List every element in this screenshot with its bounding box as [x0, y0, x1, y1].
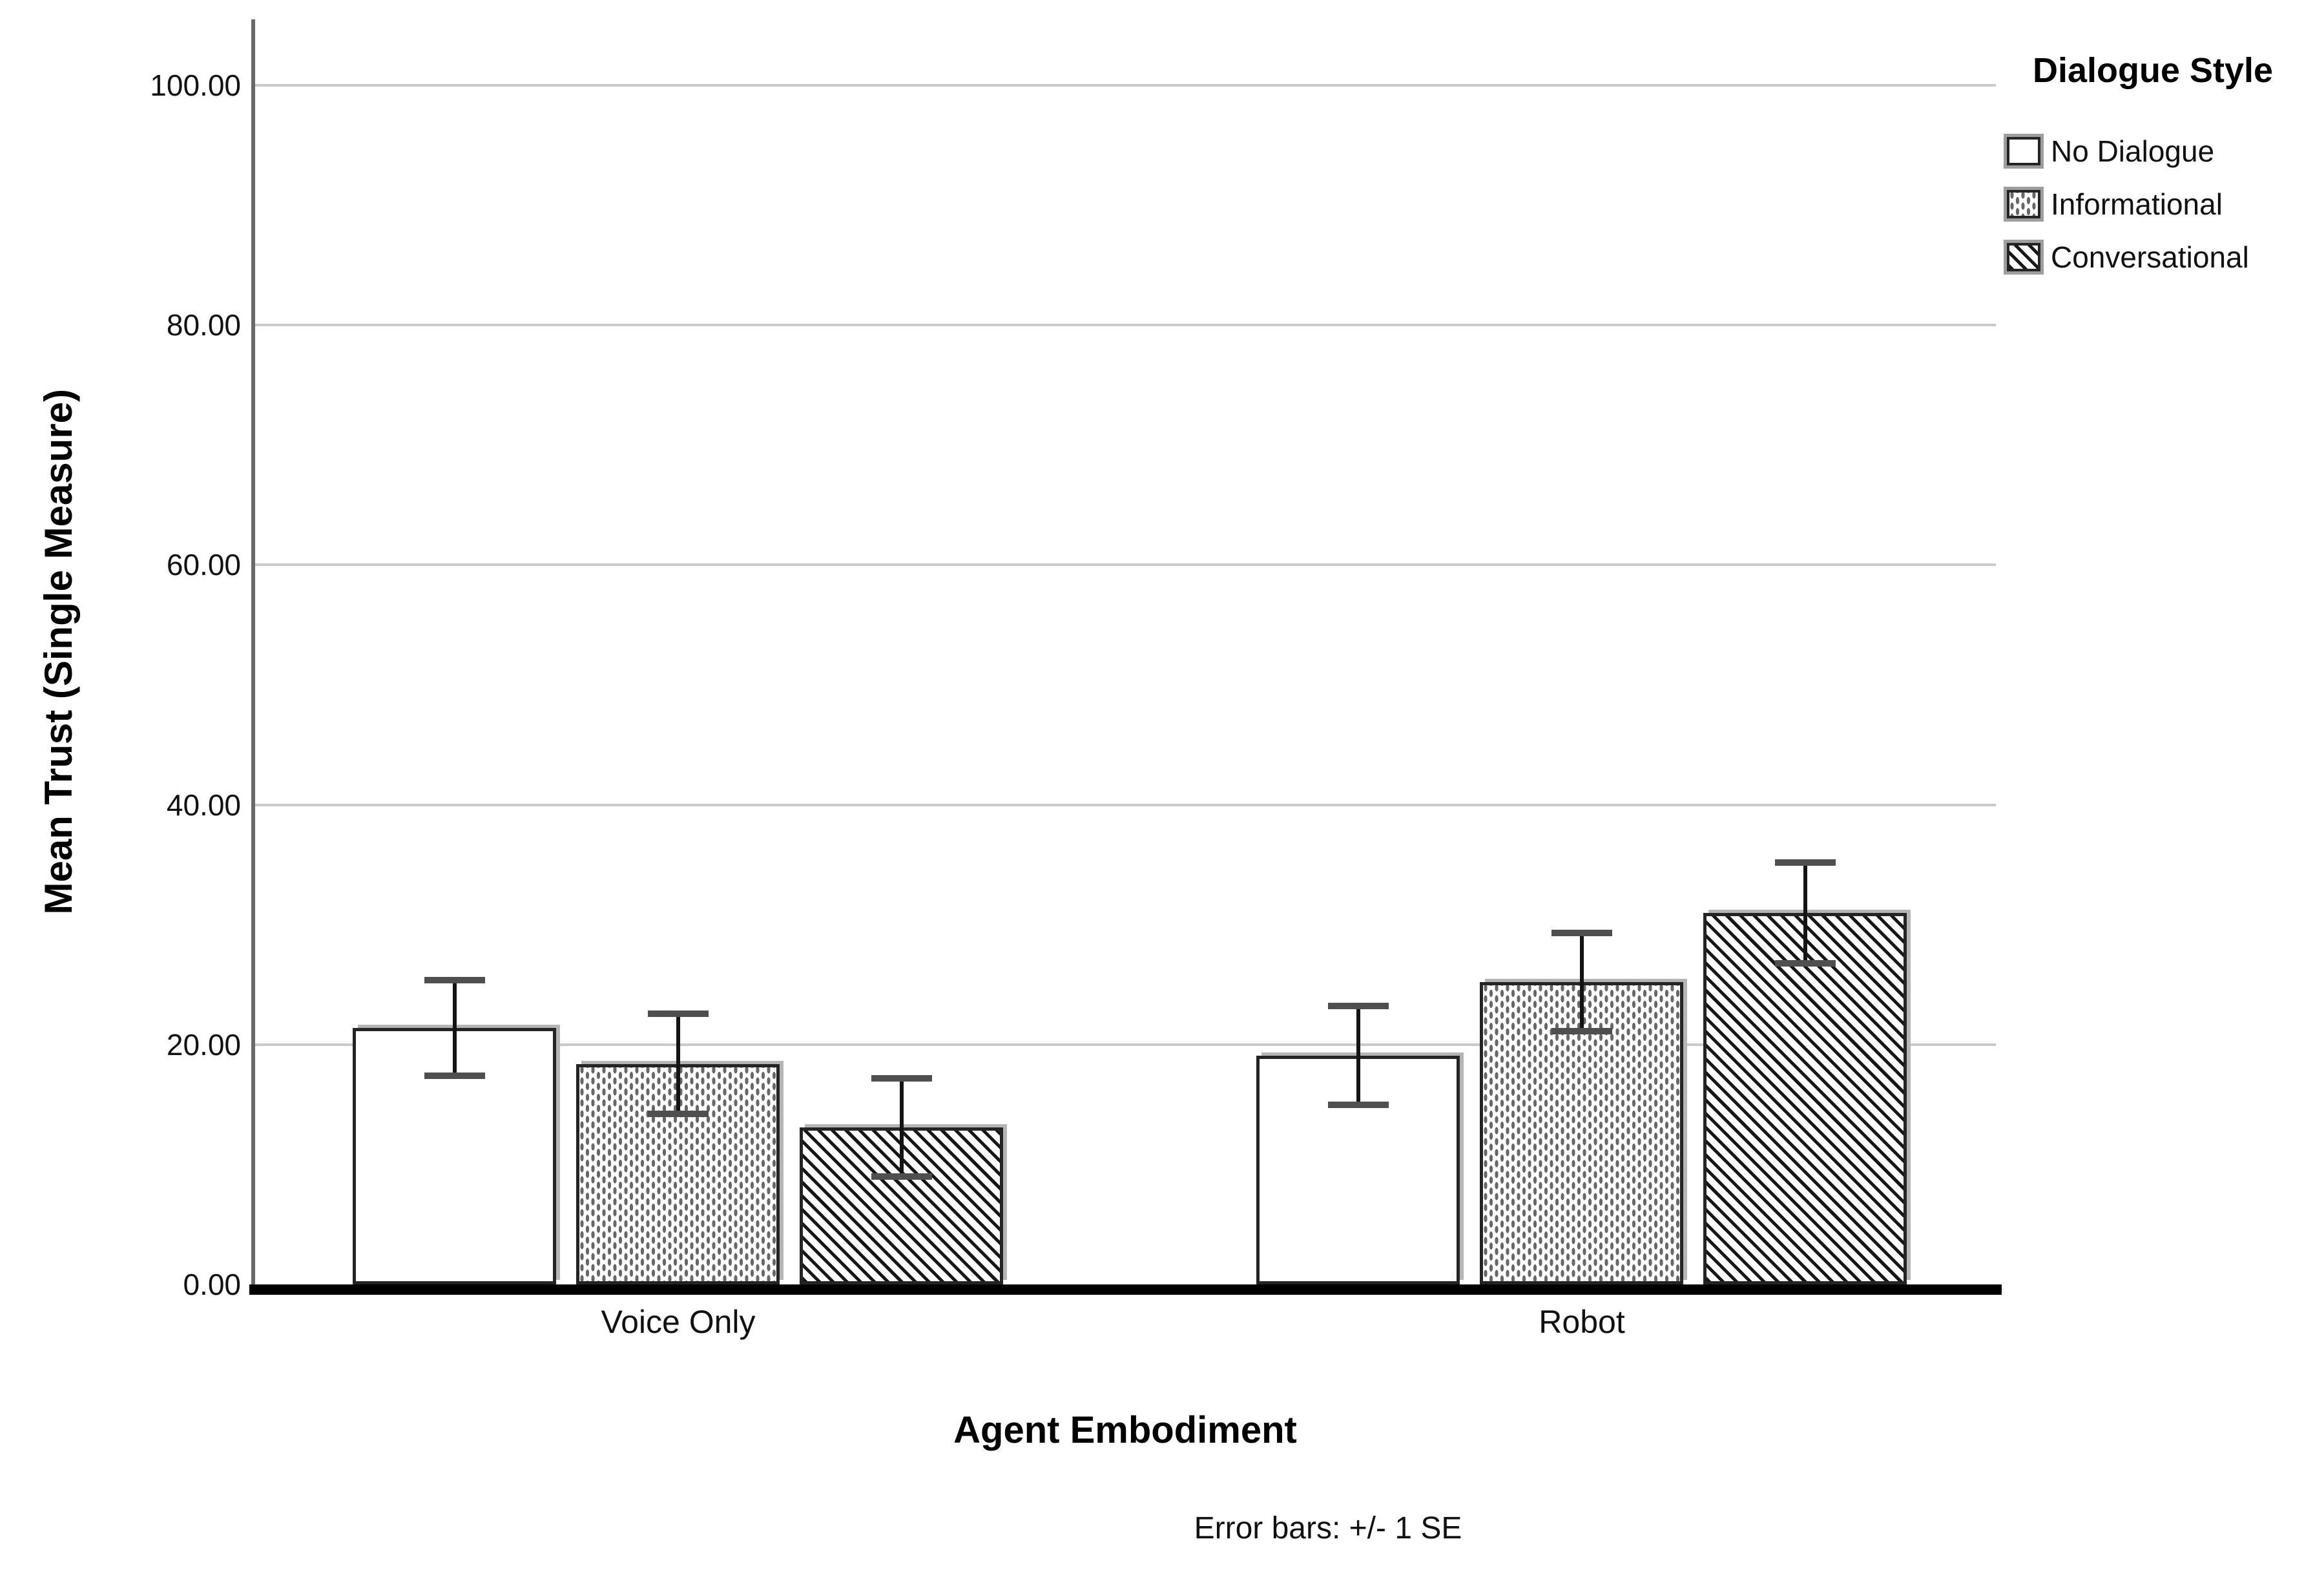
legend-label: Conversational	[2051, 240, 2249, 274]
legend: Dialogue Style No Dialogue Informational C…	[2001, 45, 2318, 292]
legend-swatch-dots-icon	[2007, 190, 2040, 218]
error-bar-cap-bottom-dots-1	[1551, 1028, 1612, 1034]
error-bar-cap-top-plain-1	[1328, 1003, 1389, 1009]
y-axis-title: Mean Trust (Single Measure)	[36, 389, 80, 915]
error-bar-cap-bottom-plain-0	[424, 1073, 485, 1079]
y-tick-label: 100.00	[150, 68, 241, 102]
error-bar-line-plain-0	[453, 980, 457, 1076]
legend-swatch-diagonal-icon	[2007, 243, 2040, 271]
category-label-1: Robot	[1539, 1304, 1625, 1340]
gridline-80	[255, 324, 1996, 326]
error-bar-cap-bottom-diagonal-0	[871, 1173, 932, 1180]
gridline-40	[255, 804, 1996, 806]
y-tick-label: 80.00	[166, 308, 241, 342]
legend-swatch-plain-icon	[2007, 137, 2040, 165]
error-bar-cap-top-dots-1	[1551, 930, 1612, 936]
x-axis-title: Agent Embodiment	[953, 1409, 1297, 1451]
error-bar-footnote: Error bars: +/- 1 SE	[1194, 1511, 1462, 1545]
error-bar-cap-top-diagonal-0	[871, 1075, 932, 1082]
error-bar-line-diagonal-1	[1803, 863, 1807, 963]
y-tick-label: 40.00	[166, 788, 241, 822]
error-bar-line-dots-0	[676, 1014, 680, 1115]
bar-diagonal-1	[1703, 913, 1907, 1284]
gridline-100	[255, 84, 1996, 87]
y-axis-title-wrap: Mean Trust (Single Measure)	[19, 19, 97, 1284]
y-tick-label: 20.00	[166, 1028, 241, 1062]
legend-label: No Dialogue	[2051, 134, 2215, 168]
error-bar-cap-bottom-plain-1	[1328, 1102, 1389, 1108]
legend-item-diagonal: Conversational	[2007, 239, 2318, 275]
bar-dots-1	[1480, 982, 1683, 1284]
error-bar-line-plain-1	[1356, 1006, 1360, 1104]
y-tick-label: 60.00	[166, 548, 241, 581]
gridline-20	[255, 1043, 1996, 1046]
error-bar-line-diagonal-0	[900, 1078, 904, 1177]
error-bar-line-dots-1	[1580, 933, 1584, 1031]
category-label-0: Voice Only	[601, 1304, 756, 1340]
error-bar-cap-top-diagonal-1	[1775, 859, 1836, 866]
error-bar-cap-top-dots-0	[648, 1010, 709, 1017]
error-bar-cap-bottom-diagonal-1	[1775, 960, 1836, 967]
error-bar-cap-top-plain-0	[424, 977, 485, 983]
legend-title: Dialogue Style	[2032, 51, 2274, 90]
legend-items: No Dialogue Informational Conversational	[2001, 133, 2318, 275]
error-bar-cap-bottom-dots-0	[648, 1111, 709, 1117]
legend-item-plain: No Dialogue	[2007, 133, 2318, 169]
y-axis-line	[251, 19, 255, 1284]
legend-label: Informational	[2051, 187, 2223, 221]
legend-item-dots: Informational	[2007, 186, 2318, 222]
y-tick-label: 0.00	[183, 1268, 241, 1301]
x-axis-baseline	[249, 1284, 2002, 1295]
gridline-60	[255, 563, 1996, 566]
